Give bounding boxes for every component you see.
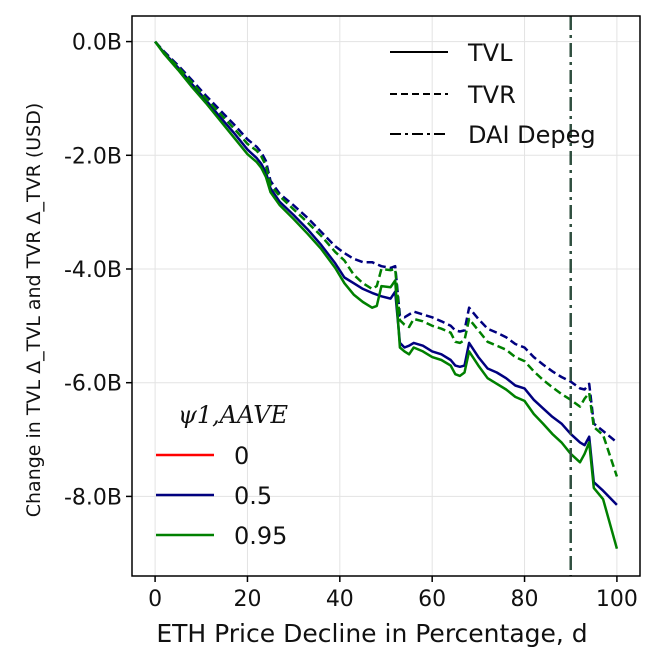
legend-label-psi-0.95: 0.95 [234, 522, 287, 550]
y-tick-label: -6.0B [64, 372, 122, 397]
series-line-tvl-psi-0.95 [154, 40, 619, 550]
color-legend: ψ1,AAVE 0 0.5 0.95 [156, 401, 289, 550]
x-tick-label: 80 [511, 587, 539, 612]
x-tick-label: 20 [233, 587, 261, 612]
x-axis-ticks: 0 20 40 60 80 100 [148, 576, 638, 612]
legend-label-depeg: DAI Depeg [468, 121, 596, 149]
style-legend: TVL TVR DAI Depeg [390, 39, 596, 149]
plot-frame [131, 15, 641, 577]
y-tick-label: -2.0B [64, 144, 122, 169]
legend-label-psi-0: 0 [234, 442, 249, 470]
y-axis-label-wrap: Change in TVL Δ_TVL and TVR Δ_TVR (USD) [23, 103, 45, 518]
legend-label-psi-0.5: 0.5 [234, 482, 272, 510]
y-tick-label: -8.0B [64, 485, 122, 510]
x-tick-label: 60 [418, 587, 446, 612]
series-layer [154, 40, 619, 550]
x-tick-label: 0 [148, 587, 162, 612]
x-axis-label: ETH Price Decline in Percentage, d [156, 619, 587, 648]
y-tick-label: 0.0B [72, 31, 122, 56]
x-tick-label: 40 [326, 587, 354, 612]
color-legend-title: ψ1,AAVE [178, 401, 289, 429]
legend-label-tvl: TVL [467, 39, 513, 67]
y-axis-ticks: 0.0B -2.0B -4.0B -6.0B -8.0B [64, 31, 132, 510]
y-tick-label: -4.0B [64, 258, 122, 283]
y-axis-label: Change in TVL Δ_TVL and TVR Δ_TVR (USD) [23, 103, 45, 518]
legend-label-tvr: TVR [467, 81, 516, 109]
x-tick-label: 100 [596, 587, 638, 612]
series-line-tvr-psi-0.5 [154, 40, 618, 444]
series-line-tvl-psi-0.5 [154, 40, 618, 506]
